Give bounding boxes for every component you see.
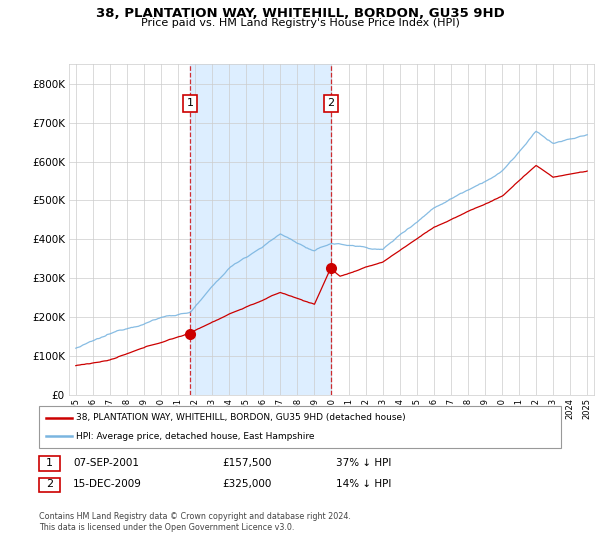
Text: 14% ↓ HPI: 14% ↓ HPI: [336, 479, 391, 489]
Bar: [190, 64, 331, 395]
Text: Contains HM Land Registry data © Crown copyright and database right 2024.
This d: Contains HM Land Registry data © Crown c…: [39, 512, 351, 532]
Text: 07-SEP-2001: 07-SEP-2001: [73, 458, 139, 468]
Text: £325,000: £325,000: [222, 479, 271, 489]
Text: 38, PLANTATION WAY, WHITEHILL, BORDON, GU35 9HD: 38, PLANTATION WAY, WHITEHILL, BORDON, G…: [95, 7, 505, 20]
Text: HPI: Average price, detached house, East Hampshire: HPI: Average price, detached house, East…: [76, 432, 314, 441]
Text: 2: 2: [46, 479, 53, 489]
Text: Price paid vs. HM Land Registry's House Price Index (HPI): Price paid vs. HM Land Registry's House …: [140, 18, 460, 28]
Text: 15-DEC-2009: 15-DEC-2009: [73, 479, 142, 489]
Text: 2: 2: [327, 98, 334, 108]
Text: 1: 1: [46, 458, 53, 468]
Text: £157,500: £157,500: [222, 458, 271, 468]
Text: 37% ↓ HPI: 37% ↓ HPI: [336, 458, 391, 468]
Text: 1: 1: [187, 98, 194, 108]
Text: 38, PLANTATION WAY, WHITEHILL, BORDON, GU35 9HD (detached house): 38, PLANTATION WAY, WHITEHILL, BORDON, G…: [76, 413, 406, 422]
